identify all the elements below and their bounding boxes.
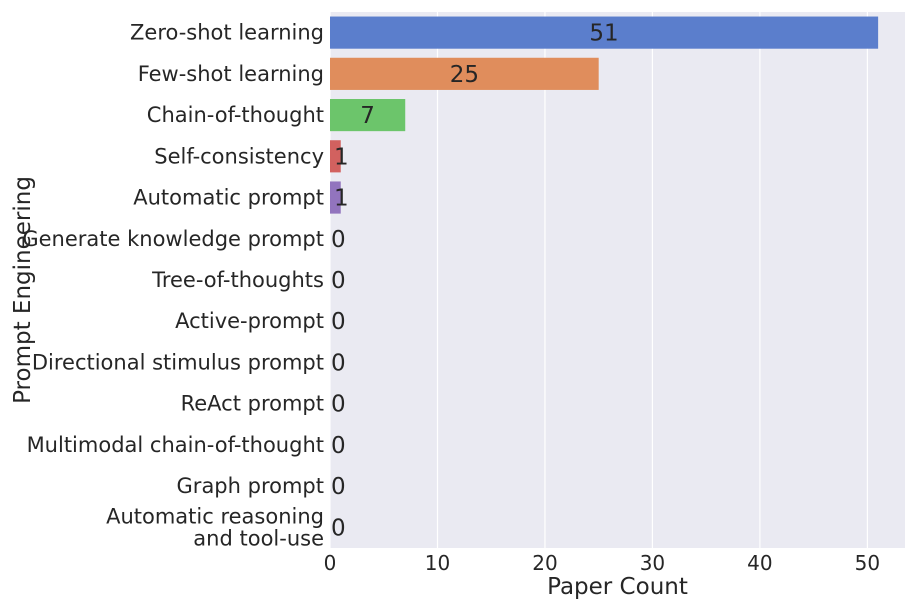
data-label: 1 (334, 144, 349, 170)
category-labels: Zero-shot learning Few-shot learning Chain… (22, 21, 324, 551)
category-label: Tree-of-thoughts (151, 268, 324, 292)
x-tick-labels: 0 10 20 30 40 50 (324, 551, 880, 575)
data-label: 0 (331, 474, 346, 500)
bar (330, 98, 406, 132)
category-label: Automatic prompt (133, 186, 324, 210)
data-label: 0 (331, 515, 346, 541)
bar (330, 16, 879, 49)
data-label: 7 (360, 103, 375, 129)
data-label: 0 (331, 227, 346, 253)
category-label: Generate knowledge prompt (22, 227, 324, 251)
category-label: Multimodal chain-of-thought (27, 433, 324, 457)
data-label: 1 (334, 186, 349, 212)
category-label: Graph prompt (177, 474, 324, 498)
bar (330, 181, 341, 214)
data-label: 0 (331, 392, 346, 418)
category-label: Active-prompt (175, 309, 324, 333)
data-label: 0 (331, 309, 346, 335)
data-label: 25 (450, 62, 479, 88)
x-tick-label: 50 (855, 551, 880, 575)
data-label: 51 (589, 21, 618, 47)
bars (330, 16, 879, 214)
x-tick-label: 10 (425, 551, 450, 575)
x-tick-label: 0 (324, 551, 337, 575)
grid-lines (329, 12, 868, 548)
x-axis-title: Paper Count (547, 574, 688, 600)
x-tick-label: 30 (640, 551, 665, 575)
category-label: Chain-of-thought (147, 103, 324, 127)
category-label: Self-consistency (154, 144, 324, 168)
x-tick-label: 20 (532, 551, 557, 575)
bar (330, 140, 341, 173)
x-tick-label: 40 (747, 551, 772, 575)
category-label: Automatic reasoning and tool-use (106, 504, 324, 550)
y-axis-title: Prompt Engineering (10, 176, 36, 404)
category-label: ReAct prompt (181, 392, 324, 416)
category-label: Directional stimulus prompt (32, 350, 324, 374)
data-label: 0 (331, 433, 346, 459)
data-label: 0 (331, 350, 346, 376)
plot-background (330, 12, 905, 548)
bar (330, 57, 599, 90)
data-label: 0 (331, 268, 346, 294)
category-label: Few-shot learning (138, 62, 324, 86)
category-label: Zero-shot learning (130, 21, 324, 45)
